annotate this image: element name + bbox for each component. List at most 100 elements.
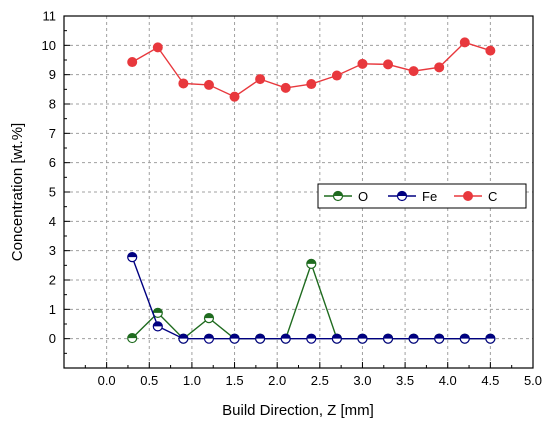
legend-label: Fe xyxy=(422,189,437,204)
marker-body xyxy=(463,191,473,201)
marker-fill xyxy=(357,334,367,339)
marker-body xyxy=(280,82,291,93)
y-tick-label: 4 xyxy=(49,214,56,229)
y-tick-label: 2 xyxy=(49,273,56,288)
fe-point xyxy=(434,333,445,344)
y-tick-label: 6 xyxy=(49,155,56,170)
c-point xyxy=(255,74,266,85)
series-group xyxy=(127,37,496,344)
marker-fill xyxy=(409,334,419,339)
c-point xyxy=(229,91,240,102)
marker-fill xyxy=(383,334,393,339)
marker-body xyxy=(306,79,317,90)
marker-body xyxy=(127,57,138,68)
fe-point xyxy=(306,333,317,344)
marker-body xyxy=(408,66,419,77)
c-point xyxy=(459,37,470,48)
c-point xyxy=(203,79,214,90)
fe-point xyxy=(357,333,368,344)
marker-body xyxy=(152,42,163,53)
fe-point xyxy=(331,333,342,344)
fe-point xyxy=(382,333,394,344)
c-point xyxy=(280,82,291,93)
c-point xyxy=(127,57,138,68)
fe-point xyxy=(280,333,291,344)
marker-body xyxy=(255,74,266,85)
c-point xyxy=(178,78,189,89)
y-tick-label: 11 xyxy=(43,9,57,24)
marker-body xyxy=(203,79,214,90)
marker-fill xyxy=(460,334,470,339)
x-tick-label: 5.0 xyxy=(524,373,542,388)
legend-item-o: O xyxy=(324,189,368,204)
marker-fill xyxy=(306,259,316,264)
marker-fill xyxy=(204,313,214,319)
y-tick-label: 10 xyxy=(42,38,56,53)
marker-fill xyxy=(485,334,495,339)
x-tick-label: 2.5 xyxy=(311,373,329,388)
marker-fill xyxy=(127,333,137,339)
x-tick-label: 4.5 xyxy=(481,373,499,388)
marker-body xyxy=(331,70,342,81)
x-tick-label: 1.5 xyxy=(226,373,244,388)
fe-point xyxy=(178,333,189,344)
ticks: 0.0 0.5 1.0 1.5 2.0 2.5 3.0 3.5 4.0 4.5 5.0 0 1 2 3 4 5 6… xyxy=(42,9,543,389)
marker-body xyxy=(229,91,240,102)
c-point xyxy=(383,59,394,70)
marker-body xyxy=(178,78,189,89)
o-point xyxy=(203,313,215,324)
marker-fill xyxy=(153,321,163,327)
c-point xyxy=(357,58,368,69)
marker-body xyxy=(485,45,496,56)
marker-fill xyxy=(332,334,342,339)
o-point xyxy=(306,258,317,269)
marker-fill xyxy=(127,252,137,258)
marker-fill xyxy=(397,191,407,196)
o-point xyxy=(127,332,138,344)
c-point xyxy=(306,79,317,90)
x-tick-label: 3.0 xyxy=(353,373,371,388)
x-tick-label: 4.0 xyxy=(439,373,457,388)
y-tick-label: 7 xyxy=(49,126,56,141)
marker-fill xyxy=(306,334,316,339)
series-c xyxy=(127,37,496,102)
x-axis-title: Build Direction, Z [mm] xyxy=(222,402,374,419)
marker-fill xyxy=(434,334,444,339)
marker-body xyxy=(434,62,445,73)
fe-point xyxy=(408,333,419,344)
marker-fill xyxy=(333,191,343,196)
x-tick-label: 2.0 xyxy=(268,373,286,388)
marker-body xyxy=(459,37,470,48)
marker-fill xyxy=(178,334,188,339)
fe-point xyxy=(229,333,240,344)
x-tick-label: 0.0 xyxy=(98,373,116,388)
legend: O Fe C xyxy=(317,183,527,209)
fe-point xyxy=(152,321,163,332)
marker-fill xyxy=(153,308,163,313)
y-tick-label: 0 xyxy=(49,331,56,346)
c-point xyxy=(152,42,163,53)
fe-point xyxy=(459,333,470,344)
c-point xyxy=(408,66,419,77)
marker-fill xyxy=(204,334,214,339)
y-tick-label: 1 xyxy=(49,302,56,317)
marker-body xyxy=(357,58,368,69)
fe-point xyxy=(255,333,266,344)
fe-point xyxy=(203,333,215,344)
legend-marker xyxy=(332,190,344,202)
y-tick-label: 8 xyxy=(49,97,56,112)
c-point xyxy=(434,62,445,73)
c-point xyxy=(331,70,342,81)
y-tick-label: 3 xyxy=(49,243,56,258)
marker-fill xyxy=(281,334,291,339)
legend-label: C xyxy=(488,189,497,204)
marker-body xyxy=(383,59,394,70)
y-tick-label: 5 xyxy=(49,185,56,200)
x-tick-label: 3.5 xyxy=(396,373,414,388)
legend-label: O xyxy=(358,189,368,204)
legend-item-fe: Fe xyxy=(388,189,437,204)
y-tick-label: 9 xyxy=(49,67,56,82)
marker-fill xyxy=(230,334,240,339)
